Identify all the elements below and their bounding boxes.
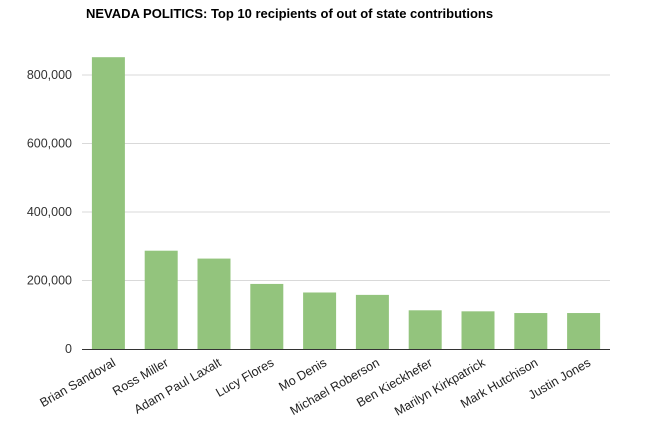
bar xyxy=(355,294,389,349)
bar xyxy=(250,283,284,349)
x-tick-label: Adam Paul Laxalt xyxy=(132,355,224,416)
y-tick-label: 200,000 xyxy=(27,274,72,288)
y-tick-label: 800,000 xyxy=(27,68,72,82)
bar xyxy=(408,310,442,349)
x-tick-label: Marilyn Kirkpatrick xyxy=(392,355,488,419)
bar xyxy=(144,250,178,349)
bar xyxy=(303,292,337,349)
x-tick-label: Lucy Flores xyxy=(213,355,276,399)
y-tick-label: 0 xyxy=(65,342,72,356)
y-tick-label: 400,000 xyxy=(27,205,72,219)
bar xyxy=(91,57,125,349)
x-tick-label: Michael Roberson xyxy=(288,355,382,418)
bar xyxy=(567,313,601,349)
bar xyxy=(461,311,495,349)
y-tick-label: 600,000 xyxy=(27,137,72,151)
x-tick-label: Brian Sandoval xyxy=(37,355,117,410)
bar xyxy=(514,313,548,349)
chart-title: NEVADA POLITICS: Top 10 recipients of ou… xyxy=(86,6,494,21)
bar xyxy=(197,258,231,349)
